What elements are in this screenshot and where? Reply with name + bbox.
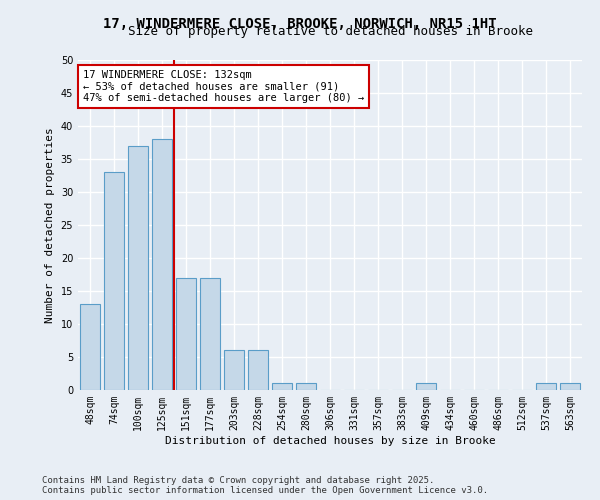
Bar — [296, 384, 316, 390]
Text: 17, WINDERMERE CLOSE, BROOKE, NORWICH, NR15 1HT: 17, WINDERMERE CLOSE, BROOKE, NORWICH, N… — [103, 18, 497, 32]
Bar — [416, 384, 436, 390]
Bar — [272, 384, 292, 390]
Bar — [536, 384, 556, 390]
X-axis label: Distribution of detached houses by size in Brooke: Distribution of detached houses by size … — [164, 436, 496, 446]
Bar — [224, 350, 244, 390]
Text: 17 WINDERMERE CLOSE: 132sqm
← 53% of detached houses are smaller (91)
47% of sem: 17 WINDERMERE CLOSE: 132sqm ← 53% of det… — [83, 70, 364, 103]
Bar — [560, 384, 580, 390]
Bar — [200, 278, 220, 390]
Title: Size of property relative to detached houses in Brooke: Size of property relative to detached ho… — [128, 25, 533, 38]
Bar — [80, 304, 100, 390]
Text: Contains HM Land Registry data © Crown copyright and database right 2025.
Contai: Contains HM Land Registry data © Crown c… — [42, 476, 488, 495]
Bar — [248, 350, 268, 390]
Bar — [152, 139, 172, 390]
Bar — [176, 278, 196, 390]
Y-axis label: Number of detached properties: Number of detached properties — [45, 127, 55, 323]
Bar — [128, 146, 148, 390]
Bar — [104, 172, 124, 390]
